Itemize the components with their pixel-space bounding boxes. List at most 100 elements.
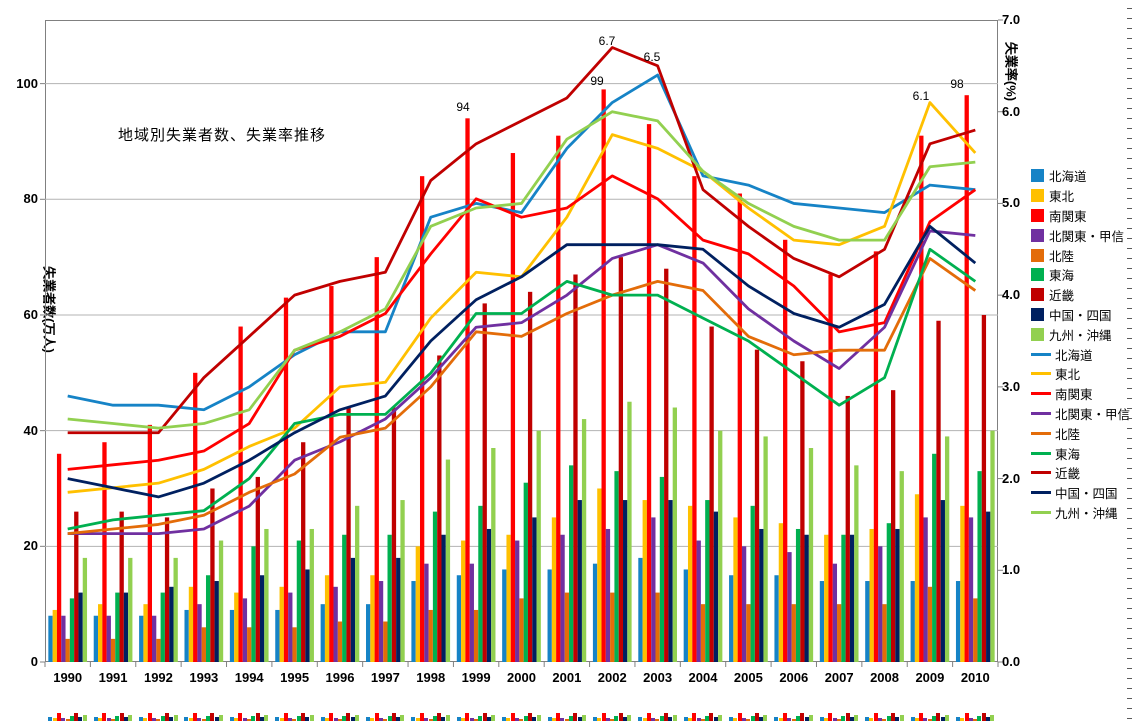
right-axis-label: 7.0 [1002,12,1021,27]
bar-北海道-2002 [592,563,598,662]
cutoff-bar [774,717,779,721]
bar-東海-1998 [432,511,438,662]
bar-東北-2007 [824,534,829,662]
bar-九州・沖縄-1999 [491,448,496,662]
bar-南関東-1991 [102,442,107,662]
cutoff-bar [651,718,656,721]
cutoff-bar [424,718,429,721]
bar-九州・沖縄-2000 [536,430,541,662]
cutoff-bar [411,717,416,721]
cutoff-bar [610,719,615,721]
edge-tick [1127,668,1132,669]
left-axis-label: 100 [16,75,38,91]
cutoff-bar [895,717,900,721]
line-九州・沖縄 [67,110,976,430]
cutoff-bar [556,713,561,721]
line-南関東 [67,174,977,471]
plot-area [40,19,1003,667]
edge-tick [1127,308,1132,309]
cutoff-bar [93,717,98,721]
bar-九州・沖縄-2005 [763,436,768,662]
bar-北陸-1998 [428,609,433,662]
bar-北陸-1997 [383,621,388,662]
legend-item-line: 北関東・甲信 [1031,404,1130,424]
left-axis-label: 20 [23,538,38,554]
bar-北関東・甲信-2010 [968,517,974,662]
cutoff-bar [791,719,796,721]
bar-北海道-2006 [774,575,779,662]
cutoff-bar [238,713,243,721]
legend-item-bar: 北海道 [1031,166,1130,186]
cutoff-bar [837,719,842,721]
edge-tick [1127,478,1132,479]
cutoff-bar [709,713,714,721]
bar-中国・四国-2002 [623,500,628,662]
edge-tick [1127,218,1132,219]
cutoff-bar [259,717,264,721]
bar-東北-1994 [234,592,239,662]
bar-九州・沖縄-1990 [82,557,88,662]
bar-北陸-2002 [610,592,615,662]
edge-tick [1127,238,1132,239]
bar-九州・沖縄-2009 [944,436,950,662]
bar-東海-2007 [841,534,846,662]
cutoff-bar [74,713,79,721]
bar-九州・沖縄-1997 [400,500,405,662]
bar-九州・沖縄-2002 [627,401,632,662]
edge-tick [1127,488,1132,489]
bar-南関東-2008 [873,251,879,662]
left-axis-label: 40 [23,422,38,438]
bar-南関東-2009 [919,135,924,663]
cutoff-bar [437,713,442,721]
edge-tick [1127,508,1132,509]
bar-北陸-1996 [337,621,343,662]
bar-九州・沖縄-1998 [445,459,451,662]
cutoff-bar [659,716,664,721]
cutoff-bar [750,716,755,721]
cutoff-bar [119,713,124,721]
cutoff-bar [890,713,895,721]
bar-北関東・甲信-1998 [424,563,429,662]
data-label: 98 [950,77,964,91]
bar-東北-2002 [597,488,602,662]
left-axis-label: 80 [23,191,38,207]
edge-tick [1127,198,1132,199]
cutoff-bar [655,719,660,721]
cutoff-bar [329,713,334,721]
cutoff-bar [668,717,673,721]
bar-北海道-2005 [729,575,734,662]
edge-tick [1127,288,1132,289]
bar-中国・四国-1996 [350,557,356,662]
cutoff-bar [78,717,83,721]
edge-tick [1127,618,1132,619]
legend-item-bar: 中国・四国 [1031,305,1130,325]
cutoff-bar [577,717,582,721]
cutoff-bar [700,719,705,721]
bar-北陸-2004 [700,604,706,662]
cutoff-bar [366,717,370,721]
edge-tick [1127,528,1132,529]
bar-北陸-2000 [519,598,524,662]
edge-tick [1127,438,1132,439]
edge-tick [1127,638,1132,639]
cutoff-bar [56,713,61,721]
bar-近畿-1992 [164,517,170,662]
cutoff-bar [415,718,420,721]
legend-label: 南関東 [1049,209,1087,224]
x-axis-label: 1992 [143,670,173,685]
bar-北海道-2001 [547,569,552,662]
edge-tick [1127,558,1132,559]
bar-中国・四国-2008 [895,528,900,662]
cutoff-bar [824,718,829,721]
cutoff-bar [156,719,161,721]
cutoff-bar [370,718,375,721]
bar-北陸-1993 [201,627,206,662]
x-axis-label: 2008 [870,670,899,685]
cutoff-bar [986,717,991,721]
data-label: 99 [590,74,604,88]
bar-swatch [1031,208,1044,222]
cutoff-bar [759,717,764,721]
cutoff-bar [419,713,424,721]
cutoff-bar [374,713,379,721]
cutoff-bar [502,717,507,721]
